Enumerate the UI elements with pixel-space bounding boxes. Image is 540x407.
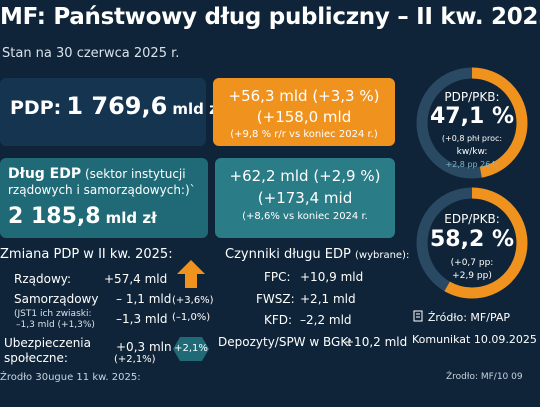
samorzadowy-value: – 1,1 mld: [116, 292, 172, 306]
edp-value: 2 185,8: [8, 204, 101, 229]
jst-note2: –1,3 mld (+1,3%): [16, 320, 95, 330]
rzadowy-value: +57,4 mld: [104, 272, 168, 286]
czynniki-header: Czynniki długu EDP (wybrane):: [225, 247, 409, 262]
fwsz-value: +2,1 mld: [300, 292, 356, 306]
edp-change-q: +62,2 mld (+2,9 %): [229, 167, 381, 185]
pdp-pkb-donut-svg: [416, 67, 528, 179]
samorzadowy-label: Samorządowy: [14, 292, 99, 306]
edp-pkb-note2: +2,9 pp): [452, 271, 492, 281]
edp-label: Dług EDP: [8, 166, 82, 182]
pdp-pkb-donut-fill: [416, 67, 528, 179]
pdp-value: 1 769,6: [66, 92, 168, 120]
hex-badge-label: +2,1%: [174, 343, 208, 354]
ubezp-label1: Ubezpieczenia: [4, 336, 91, 350]
fpc-label: FPC:: [264, 270, 291, 284]
pdp-change-y: (+158,0 mld: [256, 108, 352, 126]
edp-change-y-note: (+8,6% vs koniec 2024 r.: [242, 211, 368, 222]
document-icon: [413, 310, 423, 322]
page-subtitle: Stan na 30 czerwca 2025 r.: [2, 46, 180, 61]
pdp-pkb-note1: (+0,8 phł proc:: [441, 134, 503, 143]
edp-pkb-value: 58,2 %: [430, 227, 514, 252]
pdp-pkb-note3: +2,8 pp 264): [445, 160, 499, 169]
up-arrow-icon: [177, 260, 205, 288]
edp-label-note: (sektor instytucji rządowych i samorządo…: [8, 167, 196, 197]
komunikat: Komunikat 10.09.2025: [412, 333, 537, 346]
edp-change-card: +62,2 mld (+2,9 %) (+173,4 mid (+8,6% vs…: [215, 158, 395, 238]
zmiana-header: Zmiana PDP w II kw. 2025:: [0, 247, 173, 262]
jst-value: –1,3 mld: [116, 312, 168, 326]
kfd-label: KFD:: [264, 313, 293, 327]
edp-pkb-label: EDP/PKB:: [444, 212, 500, 226]
pdp-label: PDP:: [10, 97, 62, 119]
czynniki-header-note: (wybrane):: [354, 250, 410, 261]
kfd-value: –2,2 mld: [300, 313, 352, 327]
footer-left: Źrodło 30ugue 11 kw. 2025:: [0, 372, 141, 383]
source-label: Źródło: MF/PAP: [427, 311, 511, 324]
ubezp-pct: (+2,1%): [114, 354, 156, 365]
bgk-value: +10,2 mld: [344, 335, 408, 349]
samorzadowy-pct: (+3,6%): [172, 295, 214, 306]
hex-badge: +2,1%: [172, 336, 210, 362]
ubezp-label2: społeczne:: [4, 351, 68, 365]
edp-change-y: (+173,4 mid: [257, 189, 353, 207]
page-title: MF: Państwowy dług publiczny – II kw. 20…: [0, 4, 540, 30]
czynniki-header-text: Czynniki długu EDP: [225, 247, 351, 262]
pdp-pkb-note2: kw/kw:: [456, 147, 488, 157]
pdp-pkb-donut: PDP/PKB: 47,1 % (+0,8 phł proc: kw/kw: +…: [413, 64, 531, 182]
hexagon-icon: [173, 337, 209, 361]
edp-pkb-donut-fill: [416, 187, 528, 299]
source-line: Źródło: MF/PAP: [412, 310, 510, 324]
pdp-change-q: +56,3 mld (+3,3 %): [228, 87, 380, 105]
fpc-value: +10,9 mld: [300, 270, 364, 284]
ubezp-value: +0,3 mln: [116, 340, 172, 354]
pdp-pkb-label: PDP/PKB:: [444, 90, 500, 104]
pdp-change-y-note: (+9,8 % r/r vs koniec 2024 r.): [230, 129, 378, 140]
edp-pkb-donut: EDP/PKB: 58,2 % (+0,7 pp: +2,9 pp): [413, 184, 531, 302]
pdp-value-card: PDP: 1 769,6 mld zł: [0, 78, 223, 146]
footer-right: Źrodło: MF/10 09: [446, 372, 523, 382]
edp-unit: mld zł: [105, 209, 157, 227]
pdp-pkb-value: 47,1 %: [430, 104, 514, 129]
pdp-unit: mld zł: [172, 100, 224, 118]
edp-pkb-note1: (+0,7 pp:: [450, 258, 494, 268]
pdp-change-card: +56,3 mld (+3,3 %) (+158,0 mld (+9,8 % r…: [213, 78, 395, 146]
jst-pct: (–1,0%): [172, 312, 211, 323]
edp-pkb-donut-svg: [416, 187, 528, 299]
jst-note1: (JST1 ich zwiaski:: [14, 309, 92, 319]
bgk-label: Depozyty/SPW w BGK:: [218, 335, 353, 349]
edp-value-card: Dług EDP (sektor instytucji rządowych i …: [0, 158, 208, 238]
fwsz-label: FWSZ:: [256, 292, 295, 306]
rzadowy-label: Rządowy:: [14, 272, 72, 286]
